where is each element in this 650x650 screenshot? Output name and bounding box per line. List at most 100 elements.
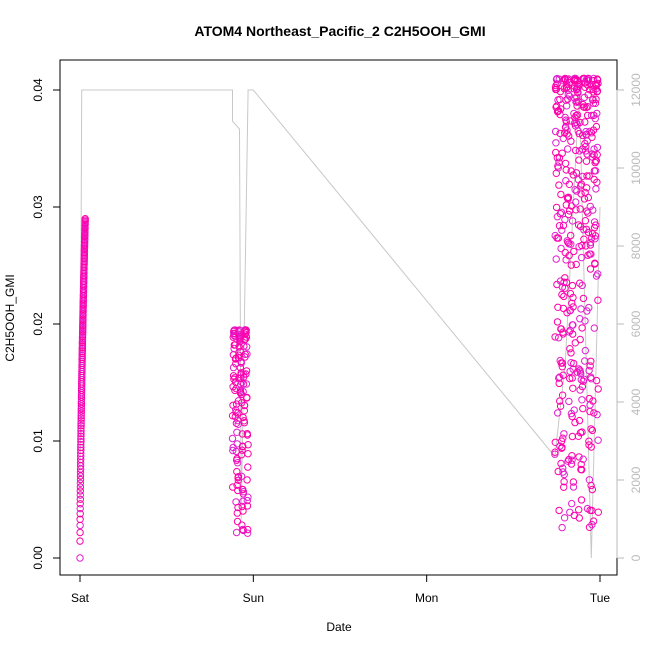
data-point [564,210,573,219]
data-point [558,226,566,234]
data-point [578,396,586,404]
data-point [570,247,578,256]
data-point [76,521,84,530]
data-point [586,241,595,249]
data-point [244,493,252,501]
data-point [77,438,85,446]
data-point [575,506,583,514]
data-point [557,105,565,113]
data-point [591,232,600,240]
data-point [581,357,589,365]
data-point [585,172,593,180]
data-point [564,90,572,99]
data-point [554,303,562,311]
data-point [234,409,242,417]
data-point [588,133,596,142]
y-tick-label-right: 8000 [629,232,643,259]
data-point [587,425,595,433]
plot-frame [59,59,618,576]
data-point [567,460,576,468]
data-point [569,384,577,392]
data-point [589,206,597,214]
data-point [555,506,563,515]
data-point [574,432,583,440]
y-tick-label-right: 2000 [629,466,643,493]
data-point [557,244,565,253]
data-point [244,463,252,471]
data-point [243,431,252,439]
data-point [578,241,586,250]
data-point [569,321,577,329]
data-point [560,292,568,301]
data-point [560,514,569,522]
data-point [243,343,251,351]
data-point [590,218,599,226]
data-point [587,250,595,258]
data-point [584,103,592,111]
data-point [583,184,591,192]
data-point [77,414,85,422]
data-point [563,83,571,91]
data-point [243,350,251,358]
data-point [591,114,599,123]
data-point [591,235,599,243]
data-point [590,324,598,332]
data-point [568,432,577,441]
data-point [578,428,586,436]
data-point [574,221,583,229]
data-point [556,402,565,410]
data-point [76,491,85,499]
data-point [238,521,246,529]
data-point [240,419,249,427]
y-tick-label-right: 10000 [629,151,643,185]
data-point [77,419,85,427]
data-point [581,317,589,325]
data-point [567,261,575,269]
data-point [594,270,602,278]
data-point [77,407,86,415]
data-point [557,208,566,217]
data-point [585,303,593,312]
data-point [594,385,602,393]
data-point [594,296,602,304]
y-axis-right: 0 2000 4000 6000 8000 10000 12000 [616,73,643,561]
x-axis-label: Date [326,620,352,634]
data-point [556,397,564,405]
data-point [594,508,602,516]
data-point [581,217,590,225]
data-point [573,93,581,101]
data-point [578,466,586,474]
data-point [593,410,601,419]
data-point [570,359,578,368]
x-tick-label: Sat [71,591,90,605]
data-point [77,427,85,435]
data-point [555,334,563,342]
data-point [566,374,574,383]
data-point [77,400,86,408]
data-point [594,79,602,88]
data-point [588,426,597,435]
data-point [239,387,247,396]
data-point [585,441,593,449]
data-point [239,442,247,450]
data-point [577,180,586,188]
data-point [551,127,560,136]
data-point [579,404,587,413]
data-point [562,278,571,287]
data-point [569,293,577,302]
data-point [573,85,581,94]
data-point [566,289,575,298]
data-point [593,143,602,152]
data-point [553,318,562,326]
data-point [560,478,568,486]
y-tick-label-right: 4000 [629,388,643,415]
data-point [555,181,563,189]
data-point [580,375,588,383]
data-point [588,506,596,515]
data-point [586,265,595,273]
data-point [77,429,85,438]
data-point [77,402,86,410]
data-point [564,145,572,153]
data-point [233,517,242,526]
